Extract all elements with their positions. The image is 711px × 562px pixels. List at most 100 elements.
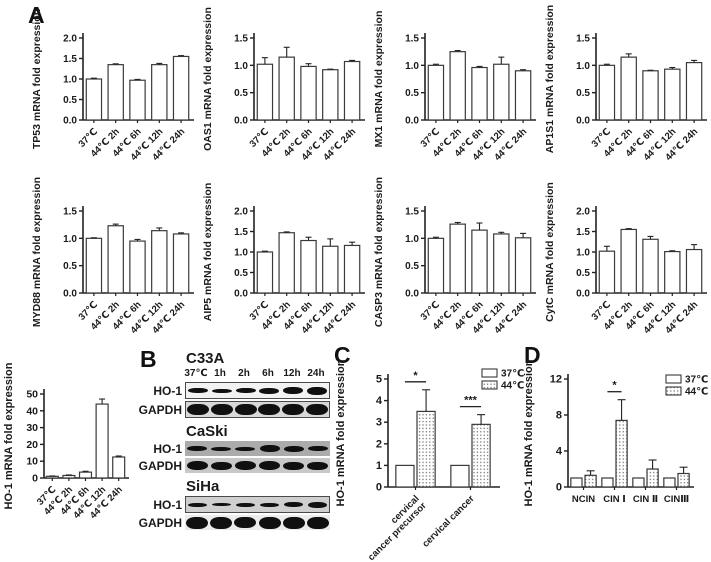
- blot-strip-caski-gapdh: [185, 458, 330, 473]
- blot-strip-caski-ho1: [185, 441, 330, 456]
- svg-text:***: ***: [464, 395, 478, 407]
- protein-band: [282, 516, 305, 529]
- svg-text:1.5: 1.5: [63, 207, 77, 218]
- svg-text:0.5: 0.5: [576, 268, 590, 279]
- svg-text:30: 30: [26, 422, 38, 434]
- svg-text:HO-1 mRNA fold expression: HO-1 mRNA fold expression: [523, 359, 535, 506]
- svg-text:0.5: 0.5: [63, 261, 77, 272]
- svg-text:1.0: 1.0: [405, 234, 419, 245]
- svg-text:CINⅢ: CINⅢ: [664, 494, 689, 505]
- svg-text:10: 10: [26, 456, 38, 468]
- protein-band: [212, 503, 232, 506]
- lane-label: 6h: [262, 368, 274, 379]
- chart-ho1-cin-grades: 0 4 8 12 HO-1 mRNA fold expression NCIN CIN Ⅰ *…: [523, 359, 708, 506]
- svg-text:CytC mRNA fold expression: CytC mRNA fold expression: [544, 182, 556, 322]
- svg-text:cervical cancer: cervical cancer: [420, 493, 477, 550]
- svg-text:*: *: [413, 370, 418, 382]
- svg-text:1.0: 1.0: [234, 61, 248, 72]
- svg-text:44℃: 44℃: [501, 381, 524, 392]
- chart-aip5: 0.0 0.5 1.0 1.5 2.0 AIP5 mRNA fold expression…: [202, 183, 365, 336]
- protein-band: [307, 446, 328, 451]
- svg-text:MX1 mRNA fold expression: MX1 mRNA fold expression: [373, 11, 385, 148]
- protein-band: [259, 502, 279, 507]
- svg-text:2.0: 2.0: [576, 207, 590, 218]
- protein-band: [283, 461, 305, 470]
- svg-text:CIN Ⅰ: CIN Ⅰ: [603, 494, 626, 505]
- svg-text:1.0: 1.0: [576, 248, 590, 259]
- protein-band: [211, 446, 232, 451]
- svg-text:37℃: 37℃: [685, 375, 708, 386]
- panel-d-label: D: [524, 342, 541, 368]
- svg-text:3: 3: [376, 417, 382, 429]
- svg-text:8: 8: [556, 410, 562, 422]
- svg-text:40: 40: [26, 405, 38, 417]
- chart-cytc: 0.0 0.5 1.0 1.5 2.0 CytC mRNA fold expression…: [544, 182, 707, 336]
- svg-text:0.0: 0.0: [63, 289, 77, 300]
- svg-text:4: 4: [376, 395, 383, 407]
- protein-band: [234, 517, 257, 528]
- svg-text:1.0: 1.0: [63, 75, 77, 86]
- blot-strip-siha-gapdh: [185, 515, 330, 530]
- chart-tp53: 0.0 0.5 1.0 1.5 2.0 TP53 mRNA fold expression…: [31, 9, 194, 163]
- protein-band: [283, 502, 303, 507]
- cell-line-title-caski: CaSki: [186, 423, 228, 440]
- svg-text:5: 5: [376, 374, 382, 386]
- protein-band: [186, 461, 208, 470]
- protein-band: [234, 461, 256, 470]
- svg-text:50: 50: [26, 389, 38, 401]
- svg-text:AIP5 mRNA fold expression: AIP5 mRNA fold expression: [202, 183, 214, 321]
- protein-band: [187, 446, 208, 451]
- svg-text:cervicalcancer precursor: cervicalcancer precursor: [359, 493, 429, 562]
- panel-b-blots: C33A 37℃ 1h 2h 6h 12h 24h HO-1 GAPDH CaSki HO…: [136, 345, 330, 562]
- protein-band: [235, 446, 256, 451]
- svg-text:37℃: 37℃: [501, 369, 524, 380]
- blot-strip-c33a-gapdh: [185, 401, 330, 418]
- svg-text:0.0: 0.0: [234, 289, 248, 300]
- blot-row-label: HO-1: [153, 383, 182, 398]
- cell-line-title-siha: SiHa: [186, 478, 220, 495]
- svg-text:0: 0: [556, 482, 562, 494]
- protein-band: [307, 501, 327, 508]
- svg-text:HO-1 mRNA fold expression: HO-1 mRNA fold expression: [335, 359, 347, 506]
- protein-band: [307, 461, 329, 470]
- blot-strip-siha-ho1: [185, 496, 330, 513]
- svg-text:*: *: [612, 380, 617, 392]
- protein-band: [306, 516, 329, 529]
- blot-row-c33a-gapdh: GAPDH: [136, 401, 330, 418]
- svg-text:0.5: 0.5: [576, 88, 590, 99]
- svg-text:1.0: 1.0: [405, 61, 419, 72]
- protein-band: [186, 516, 209, 529]
- svg-text:1: 1: [376, 460, 382, 472]
- svg-text:0.5: 0.5: [234, 268, 248, 279]
- svg-text:0.0: 0.0: [63, 116, 77, 127]
- protein-band: [210, 461, 232, 470]
- svg-text:0.5: 0.5: [405, 261, 419, 272]
- protein-band: [282, 404, 305, 415]
- blot-row-c33a-ho1: HO-1: [136, 382, 330, 399]
- svg-text:1.0: 1.0: [63, 234, 77, 245]
- svg-text:20: 20: [26, 439, 38, 451]
- svg-text:AP1S1 mRNA fold expression: AP1S1 mRNA fold expression: [544, 5, 556, 153]
- protein-band: [210, 404, 233, 415]
- protein-band: [307, 386, 328, 395]
- svg-text:MYD88 mRNA fold expression: MYD88 mRNA fold expression: [31, 177, 43, 327]
- blot-row-label: GAPDH: [138, 458, 182, 473]
- svg-text:0.0: 0.0: [234, 116, 248, 127]
- protein-band: [211, 388, 232, 393]
- svg-text:HO-1 mRNA fold expression: HO-1 mRNA fold expression: [3, 362, 15, 509]
- protein-band: [236, 502, 256, 507]
- svg-text:1.5: 1.5: [576, 227, 590, 238]
- svg-text:2.0: 2.0: [234, 207, 248, 218]
- blot-strip-c33a-ho1: [185, 382, 330, 399]
- blot-row-caski-ho1: HO-1: [136, 441, 330, 456]
- lane-label: 12h: [283, 368, 301, 379]
- protein-band: [306, 404, 329, 415]
- svg-text:0.0: 0.0: [576, 289, 590, 300]
- protein-band: [188, 502, 208, 507]
- blot-row-siha-ho1: HO-1: [136, 496, 330, 513]
- svg-text:0.5: 0.5: [63, 95, 77, 106]
